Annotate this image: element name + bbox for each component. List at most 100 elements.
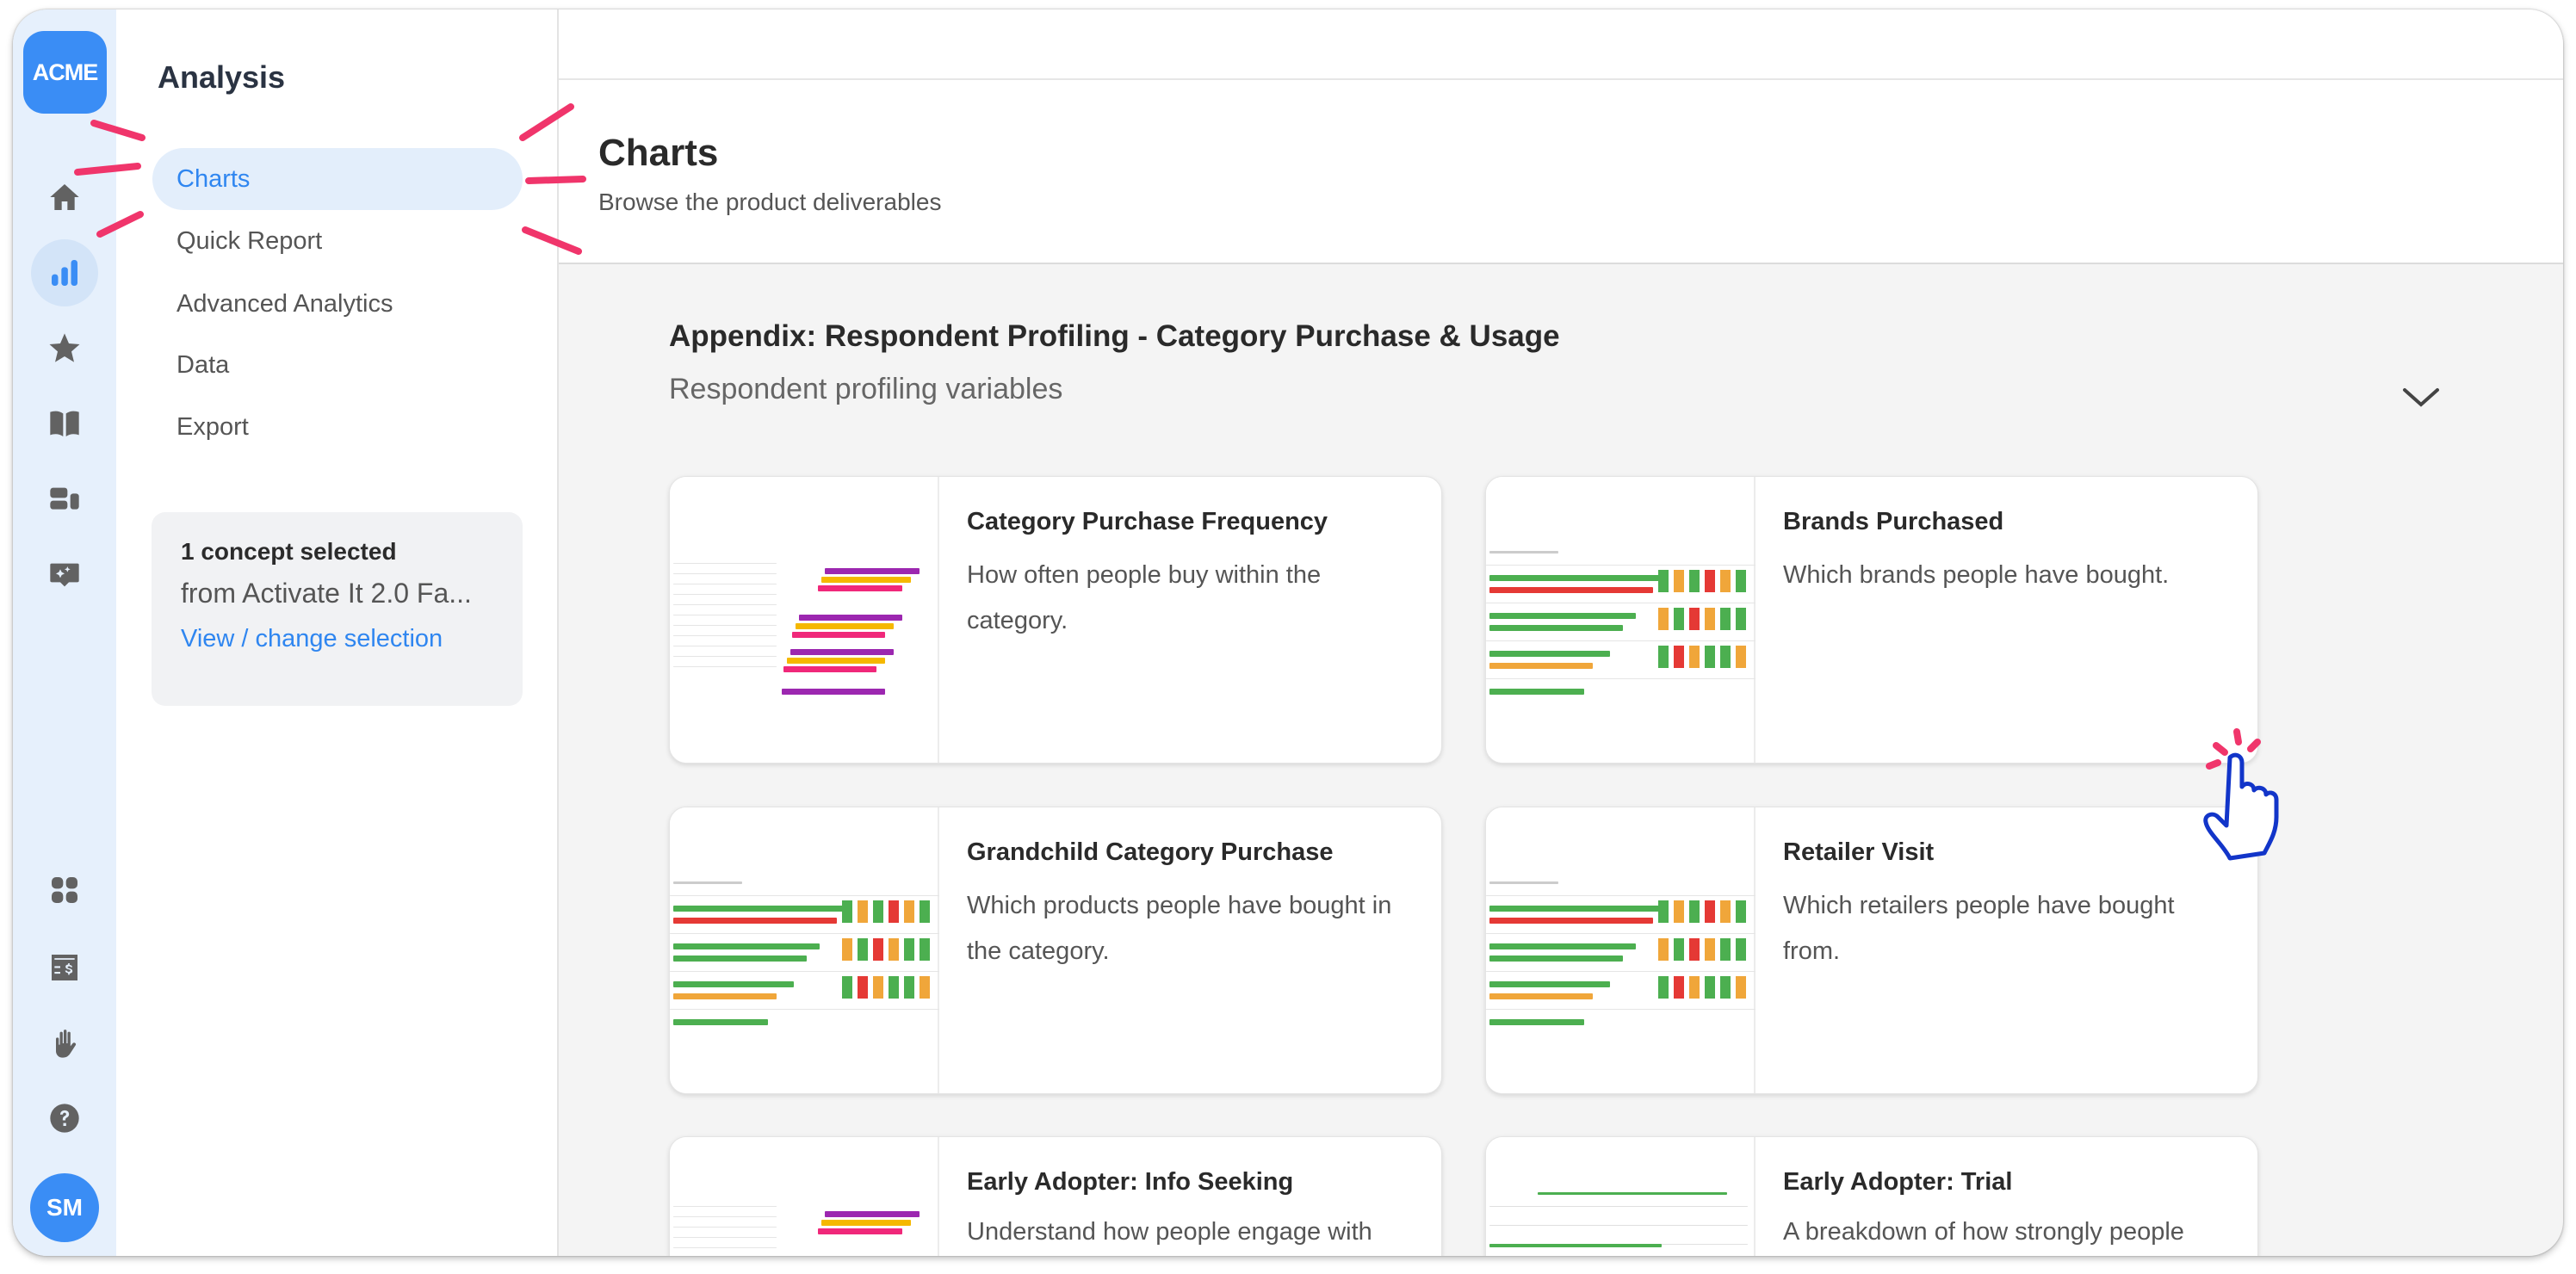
column-mark <box>889 900 899 923</box>
table-row-line <box>673 594 777 595</box>
column-mark <box>1705 976 1715 999</box>
star-icon[interactable] <box>31 314 98 381</box>
mini-chart <box>670 876 939 1031</box>
mini-chart <box>670 1189 939 1254</box>
column-mark <box>842 938 852 961</box>
app-window: ACME SM Analysis Charts Quick Report Adv… <box>13 9 2563 1256</box>
card-description: A breakdown of how strongly people <box>1783 1218 2184 1246</box>
grid-line <box>1486 933 1756 934</box>
bar-mark <box>818 585 902 591</box>
column-mark <box>1674 938 1684 961</box>
column-mark <box>1720 646 1731 668</box>
bar-mark <box>673 918 837 924</box>
apps-icon[interactable] <box>31 857 98 924</box>
bar-mark <box>1489 906 1662 912</box>
table-row-line <box>673 1216 777 1217</box>
card-description: Which brands people have bought. <box>1783 561 2170 589</box>
chart-card[interactable]: Category Purchase Frequency How often peo… <box>669 476 1442 764</box>
grid-line <box>1486 895 1756 896</box>
chart-thumbnail <box>670 1137 939 1256</box>
mini-chart <box>1486 1189 1756 1254</box>
grid-line <box>670 895 939 896</box>
page-header: Charts Browse the product deliverables <box>559 80 2563 264</box>
column-mark <box>1736 570 1746 592</box>
column-mark <box>920 976 930 999</box>
bar-mark <box>1489 956 1623 962</box>
chart-card[interactable]: Early Adopter: Trial A breakdown of how s… <box>1485 1136 2258 1256</box>
user-avatar[interactable]: SM <box>30 1173 99 1242</box>
column-mark <box>1674 570 1684 592</box>
column-mark <box>889 938 899 961</box>
ai-chat-icon[interactable] <box>31 541 98 609</box>
column-mark <box>1736 900 1746 923</box>
column-mark <box>1674 900 1684 923</box>
chart-card[interactable]: Early Adopter: Info Seeking Understand ho… <box>669 1136 1442 1256</box>
chevron-down-icon[interactable] <box>2400 380 2443 414</box>
bar-mark <box>1489 689 1584 695</box>
table-row-line <box>673 656 777 657</box>
nav-item-export[interactable]: Export <box>176 413 249 441</box>
page-title: Charts <box>598 132 719 174</box>
acme-logo[interactable]: ACME <box>23 31 107 114</box>
home-icon[interactable] <box>31 164 98 231</box>
table-row-line <box>673 604 777 605</box>
column-mark <box>889 976 899 999</box>
chart-card[interactable]: Brands Purchased Which brands people have… <box>1485 476 2258 764</box>
card-description: Understand how people engage with <box>967 1218 1372 1246</box>
bar-mark <box>782 689 885 695</box>
grid-line <box>670 971 939 972</box>
chart-thumbnail <box>670 477 939 763</box>
column-mark <box>904 938 914 961</box>
book-icon[interactable] <box>31 390 98 457</box>
nav-item-data[interactable]: Data <box>176 351 230 379</box>
nav-item-advanced-analytics[interactable]: Advanced Analytics <box>176 290 393 318</box>
table-row-line <box>673 1237 777 1238</box>
bar-mark <box>673 993 777 999</box>
column-mark <box>1674 608 1684 630</box>
column-mark <box>1736 976 1746 999</box>
nav-item-quick-report[interactable]: Quick Report <box>176 227 323 255</box>
top-bar <box>559 9 2563 80</box>
bar-mark <box>1489 625 1623 631</box>
column-mark <box>1689 646 1700 668</box>
card-description: Which retailers people have bought from. <box>1783 892 2175 965</box>
column-mark <box>1705 646 1715 668</box>
billing-icon[interactable] <box>31 934 98 1001</box>
column-mark <box>1658 976 1669 999</box>
card-title: Early Adopter: Trial <box>1783 1168 2013 1196</box>
column-mark <box>1689 938 1700 961</box>
bar-mark <box>1489 981 1610 987</box>
bar-mark <box>1489 575 1662 581</box>
column-mark <box>904 976 914 999</box>
change-selection-link[interactable]: View / change selection <box>181 625 443 652</box>
column-mark <box>1689 608 1700 630</box>
help-icon[interactable] <box>31 1085 98 1152</box>
card-description: Which products people have bought in the… <box>967 892 1392 965</box>
bar-mark <box>825 568 920 574</box>
bar-mark <box>1489 993 1593 999</box>
hand-icon[interactable] <box>31 1010 98 1077</box>
dashboard-icon[interactable] <box>31 466 98 533</box>
column-mark <box>858 938 868 961</box>
charts-icon[interactable] <box>31 239 98 306</box>
column-mark <box>842 976 852 999</box>
table-row-line <box>673 1247 777 1248</box>
column-mark <box>1736 938 1746 961</box>
chart-thumbnail <box>670 807 939 1093</box>
grid-line <box>1486 971 1756 972</box>
bar-mark <box>787 658 885 664</box>
chart-card[interactable]: Grandchild Category Purchase Which produc… <box>669 807 1442 1094</box>
chart-card[interactable]: Retailer Visit Which retailers people hav… <box>1485 807 2258 1094</box>
card-title: Brands Purchased <box>1783 508 2004 535</box>
card-description: How often people buy within the category… <box>967 561 1322 634</box>
column-mark <box>873 976 883 999</box>
nav-item-charts[interactable]: Charts <box>152 148 523 210</box>
bar-mark <box>821 1220 911 1226</box>
column-mark <box>1705 900 1715 923</box>
column-mark <box>904 900 914 923</box>
column-mark <box>1658 608 1669 630</box>
table-row-line <box>673 635 777 636</box>
column-mark <box>1705 938 1715 961</box>
column-mark <box>920 938 930 961</box>
